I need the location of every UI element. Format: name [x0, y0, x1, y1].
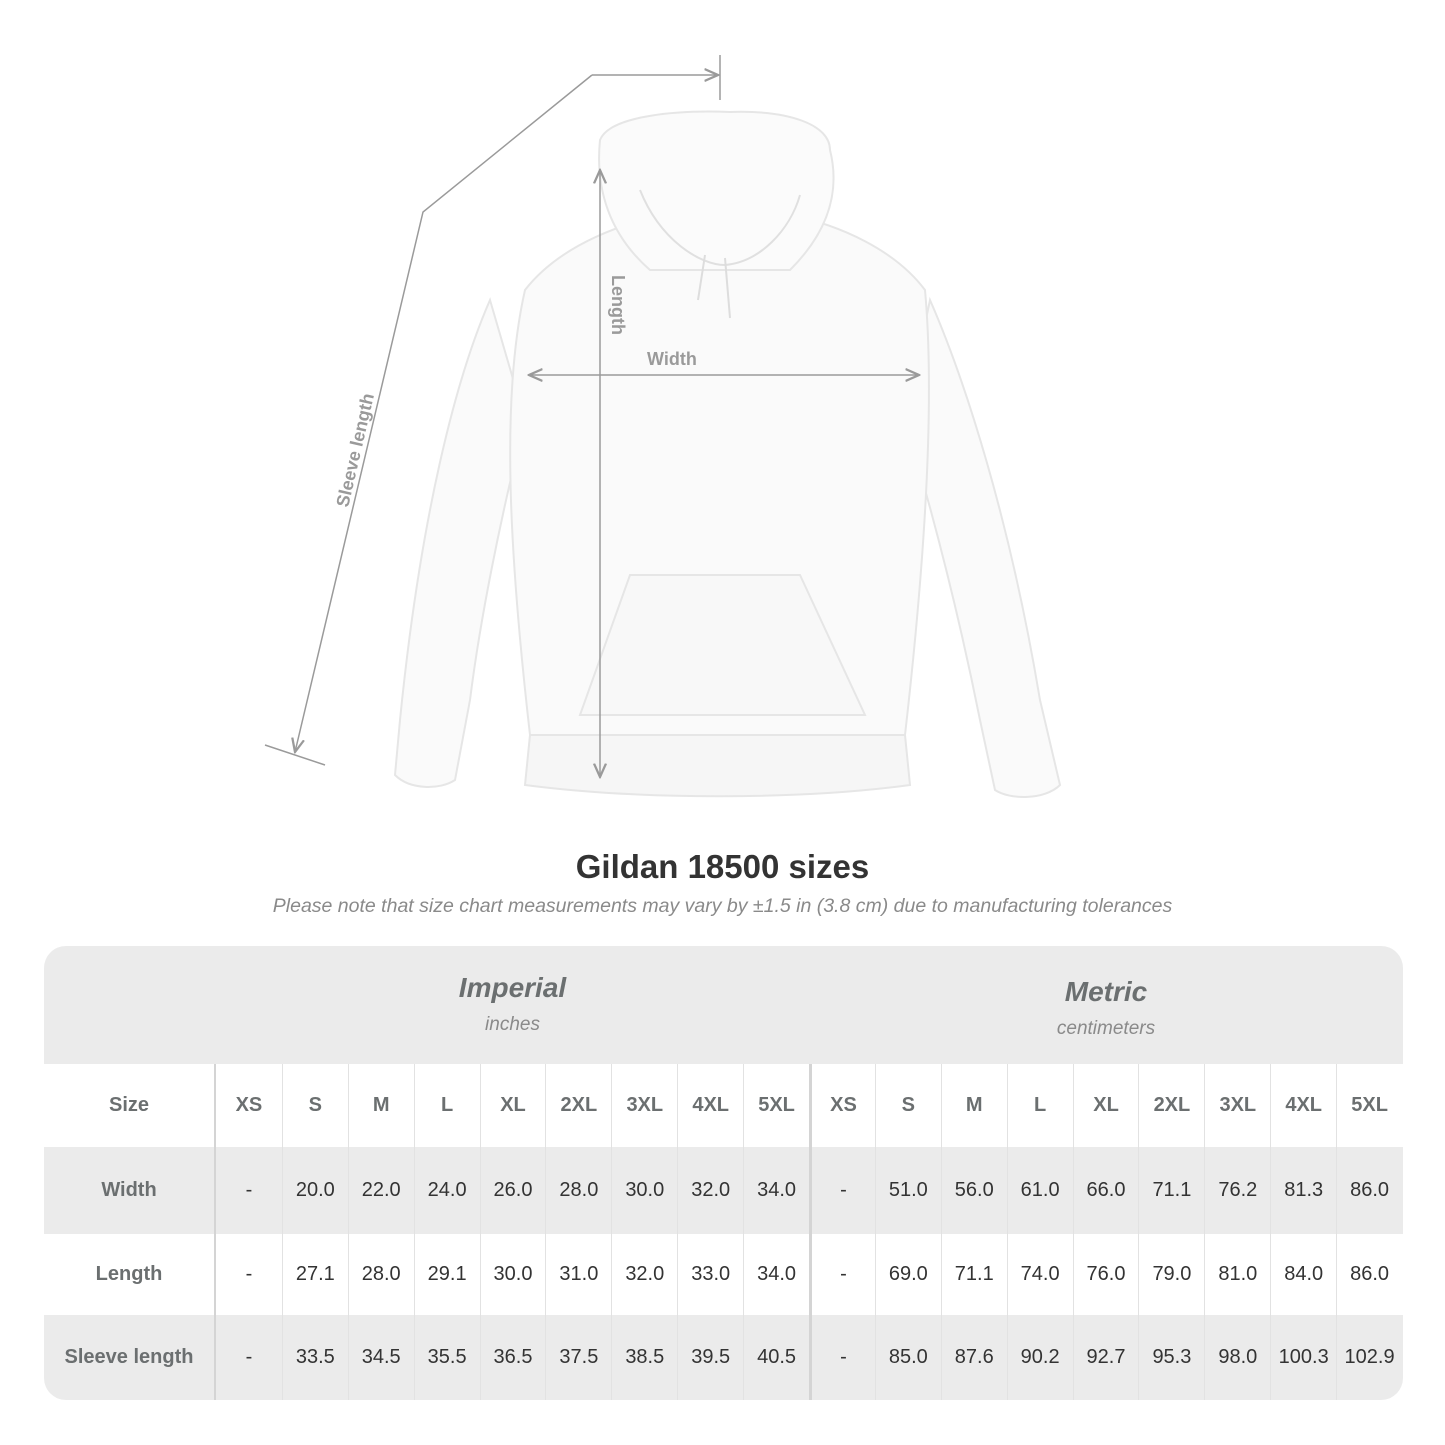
imperial-size-header: 5XL [743, 1064, 809, 1147]
imperial-value-cell: 20.0 [281, 1147, 348, 1234]
page-title: Gildan 18500 sizes [575, 848, 870, 885]
table-row: Length -27.1 28.0 29.1 30.0 31.0 32.0 33.0 34.0-… [44, 1234, 1403, 1315]
metric-size-header: M [940, 1064, 1007, 1147]
imperial-value-cell: 22.0 [347, 1147, 414, 1234]
imperial-value-cell: 38.5 [611, 1315, 677, 1400]
metric-value-cell: 90.2 [1006, 1315, 1073, 1400]
imperial-value-cell: 30.0 [611, 1147, 677, 1234]
imperial-size-header: XS [235, 1094, 263, 1116]
metric-value-cell: 66.0 [1072, 1147, 1139, 1234]
imperial-size-header: 4XL [677, 1064, 743, 1147]
row-label: Size [44, 1064, 216, 1147]
imperial-value-cell: 34.0 [743, 1147, 809, 1234]
metric-size-header: L [1006, 1064, 1073, 1147]
imperial-value-cell: 39.5 [677, 1315, 743, 1400]
metric-value-cell: 61.0 [1006, 1147, 1073, 1234]
metric-size-header: 3XL [1204, 1064, 1270, 1147]
length-label: Length [608, 275, 628, 335]
hoodie-image [393, 110, 1062, 798]
imperial-value-cell: 36.5 [479, 1315, 546, 1400]
metric-value-cell: 81.3 [1270, 1147, 1336, 1234]
imperial-value-cell: - [245, 1179, 253, 1201]
imperial-value-cell: 28.0 [347, 1234, 414, 1315]
metric-size-header: XL [1072, 1064, 1139, 1147]
metric-header: Metric centimeters [809, 946, 1403, 1040]
imperial-size-header: 3XL [611, 1064, 677, 1147]
imperial-value-cell: 27.1 [281, 1234, 348, 1315]
imperial-size-header: XL [479, 1064, 546, 1147]
imperial-value-cell: 28.0 [545, 1147, 611, 1234]
metric-unit: centimeters [1056, 1018, 1156, 1039]
imperial-value-cell: 29.1 [413, 1234, 480, 1315]
imperial-value-cell: 33.5 [281, 1315, 348, 1400]
metric-value-cell: 79.0 [1138, 1234, 1204, 1315]
tolerance-note: Please note that size chart measurements… [272, 895, 1173, 917]
imperial-value-cell: 31.0 [545, 1234, 611, 1315]
metric-value-cell: 98.0 [1204, 1315, 1270, 1400]
row-label: Sleeve length [44, 1315, 216, 1400]
imperial-value-cell: - [245, 1346, 253, 1368]
metric-value-cell: 100.3 [1270, 1315, 1336, 1400]
metric-value-cell: 71.1 [1138, 1147, 1204, 1234]
row-label: Width [44, 1147, 216, 1234]
imperial-value-cell: 35.5 [413, 1315, 480, 1400]
imperial-value-cell: 37.5 [545, 1315, 611, 1400]
metric-value-cell: 102.9 [1336, 1315, 1402, 1400]
metric-value-cell: 74.0 [1006, 1234, 1073, 1315]
metric-size-header: XS [809, 1064, 875, 1147]
imperial-value-cell: 32.0 [611, 1234, 677, 1315]
metric-size-header: 5XL [1336, 1064, 1402, 1147]
sleeve-length-label: Sleeve length [332, 391, 378, 509]
metric-value-cell: 95.3 [1138, 1315, 1204, 1400]
imperial-size-header: L [413, 1064, 480, 1147]
table-row: Width -20.0 22.0 24.0 26.0 28.0 30.0 32.0 34.0-5… [44, 1147, 1403, 1234]
metric-size-header: 2XL [1138, 1064, 1204, 1147]
imperial-size-header: 2XL [545, 1064, 611, 1147]
imperial-size-header: M [347, 1064, 414, 1147]
metric-title: Metric [1064, 976, 1148, 1007]
metric-value-cell: 71.1 [940, 1234, 1007, 1315]
metric-value-cell: 87.6 [940, 1315, 1007, 1400]
imperial-value-cell: 40.5 [743, 1315, 809, 1400]
imperial-value-cell: - [245, 1263, 253, 1285]
imperial-header: Imperial inches [216, 946, 809, 1036]
imperial-value-cell: 34.5 [347, 1315, 414, 1400]
width-label: Width [647, 349, 697, 369]
hoodie-diagram: Sleeve length Length Width [264, 55, 1062, 798]
table-header-band [44, 946, 1403, 1064]
measure-lines [264, 55, 919, 777]
metric-value-cell: 69.0 [874, 1234, 941, 1315]
table-row: Sleeve length - 33.5 34.5 35.5 36.5 37.5 38.5 39… [44, 1315, 1403, 1400]
metric-size-header: 4XL [1270, 1064, 1336, 1147]
imperial-value-cell: 26.0 [479, 1147, 546, 1234]
metric-value-cell: - [809, 1234, 875, 1315]
metric-value-cell: 85.0 [874, 1315, 941, 1400]
metric-value-cell: - [809, 1315, 875, 1400]
imperial-size-header: S [281, 1064, 348, 1147]
size-table: Imperial inches Metric centimeters Size X… [44, 946, 1403, 1400]
imperial-value-cell: 33.0 [677, 1234, 743, 1315]
metric-value-cell: - [809, 1147, 875, 1234]
imperial-value-cell: 30.0 [479, 1234, 546, 1315]
imperial-unit: inches [485, 1014, 540, 1035]
metric-value-cell: 92.7 [1072, 1315, 1139, 1400]
metric-value-cell: 86.0 [1336, 1147, 1402, 1234]
metric-value-cell: 51.0 [874, 1147, 941, 1234]
imperial-title: Imperial [458, 972, 567, 1003]
metric-value-cell: 76.2 [1204, 1147, 1270, 1234]
imperial-value-cell: 32.0 [677, 1147, 743, 1234]
imperial-value-cell: 24.0 [413, 1147, 480, 1234]
metric-value-cell: 81.0 [1204, 1234, 1270, 1315]
imperial-value-cell: 34.0 [743, 1234, 809, 1315]
row-label: Length [44, 1234, 216, 1315]
metric-value-cell: 56.0 [940, 1147, 1007, 1234]
metric-value-cell: 86.0 [1336, 1234, 1402, 1315]
metric-size-header: S [874, 1064, 941, 1147]
metric-value-cell: 84.0 [1270, 1234, 1336, 1315]
size-header-row: Size XS S M L XL 2XL 3XL 4XL 5XL XS S M L XL 2XL 3XL 4XL 5… [44, 1064, 1403, 1147]
metric-value-cell: 76.0 [1072, 1234, 1139, 1315]
